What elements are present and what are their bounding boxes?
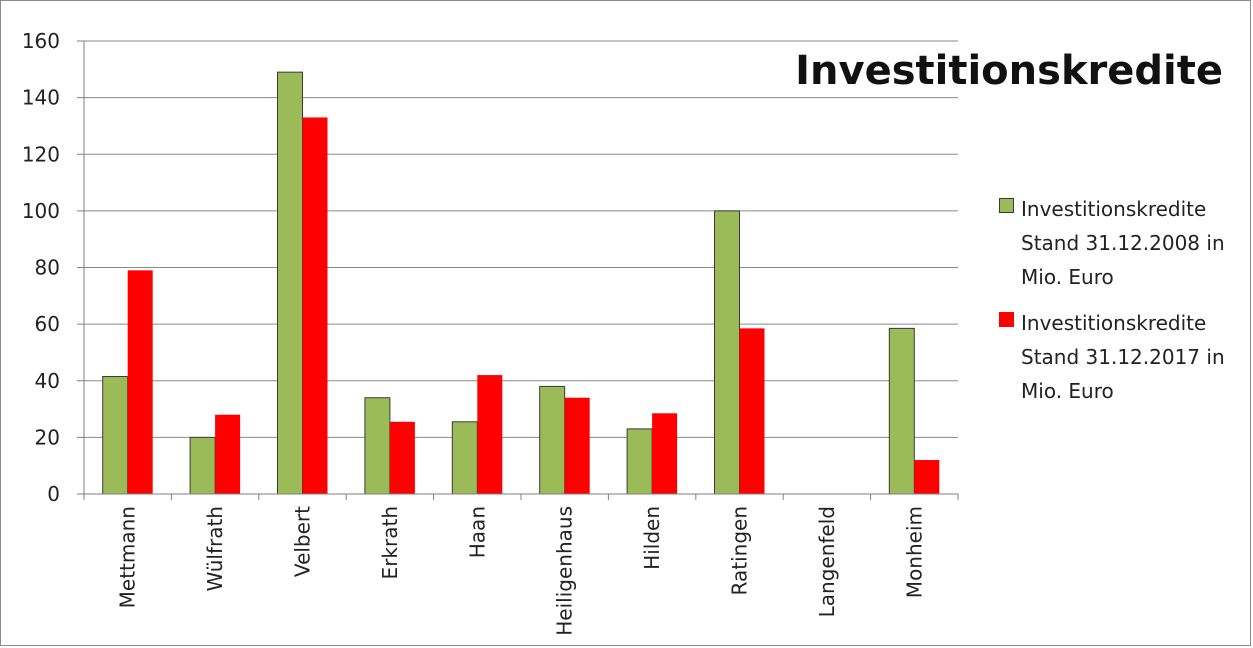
- legend-label: Investitionskredite Stand 31.12.2008 in …: [1021, 197, 1225, 289]
- y-tick-label: 160: [22, 29, 60, 53]
- bar: [127, 270, 153, 494]
- bar: [888, 327, 915, 495]
- x-category-label: Heiligenhaus: [553, 506, 577, 636]
- bar: [539, 385, 566, 495]
- bar: [914, 460, 940, 494]
- x-category-label: Haan: [465, 506, 489, 558]
- x-category-label: Langenfeld: [815, 506, 839, 617]
- legend-item: Investitionskredite Stand 31.12.2008 in …: [999, 192, 1239, 294]
- x-category-label: Velbert: [291, 506, 315, 577]
- x-category-label: Erkrath: [378, 506, 402, 579]
- bar: [302, 117, 328, 494]
- bar: [364, 397, 391, 495]
- y-tick-label: 120: [22, 142, 60, 166]
- bar: [739, 328, 765, 494]
- y-tick-label: 60: [35, 312, 60, 336]
- bar: [626, 428, 653, 495]
- bar: [215, 414, 241, 494]
- legend: Investitionskredite Stand 31.12.2008 in …: [999, 192, 1239, 420]
- legend-swatch: [999, 312, 1014, 327]
- chart-title: Investitionskredite: [795, 48, 1223, 94]
- y-tick-label: 80: [35, 256, 60, 280]
- x-category-label: Wülfrath: [203, 506, 227, 591]
- bar: [451, 421, 478, 495]
- y-tick-label: 140: [22, 86, 60, 110]
- x-category-label: Hilden: [640, 506, 664, 570]
- bar: [714, 210, 740, 495]
- x-category-label: Monheim: [902, 506, 926, 598]
- bar: [189, 436, 216, 495]
- bar: [102, 376, 129, 495]
- y-tick-label: 0: [47, 482, 60, 506]
- x-category-label: Mettmann: [116, 506, 140, 608]
- legend-swatch: [999, 198, 1014, 213]
- y-tick-label: 100: [22, 199, 60, 223]
- bar: [477, 375, 503, 494]
- bar: [389, 421, 415, 494]
- legend-item: Investitionskredite Stand 31.12.2017 in …: [999, 306, 1239, 408]
- x-category-label: Ratingen: [728, 506, 752, 595]
- bar: [564, 397, 590, 494]
- y-tick-label: 20: [35, 425, 60, 449]
- y-tick-label: 40: [35, 369, 60, 393]
- bar: [652, 413, 678, 494]
- bar: [277, 71, 303, 495]
- legend-label: Investitionskredite Stand 31.12.2017 in …: [1021, 311, 1225, 403]
